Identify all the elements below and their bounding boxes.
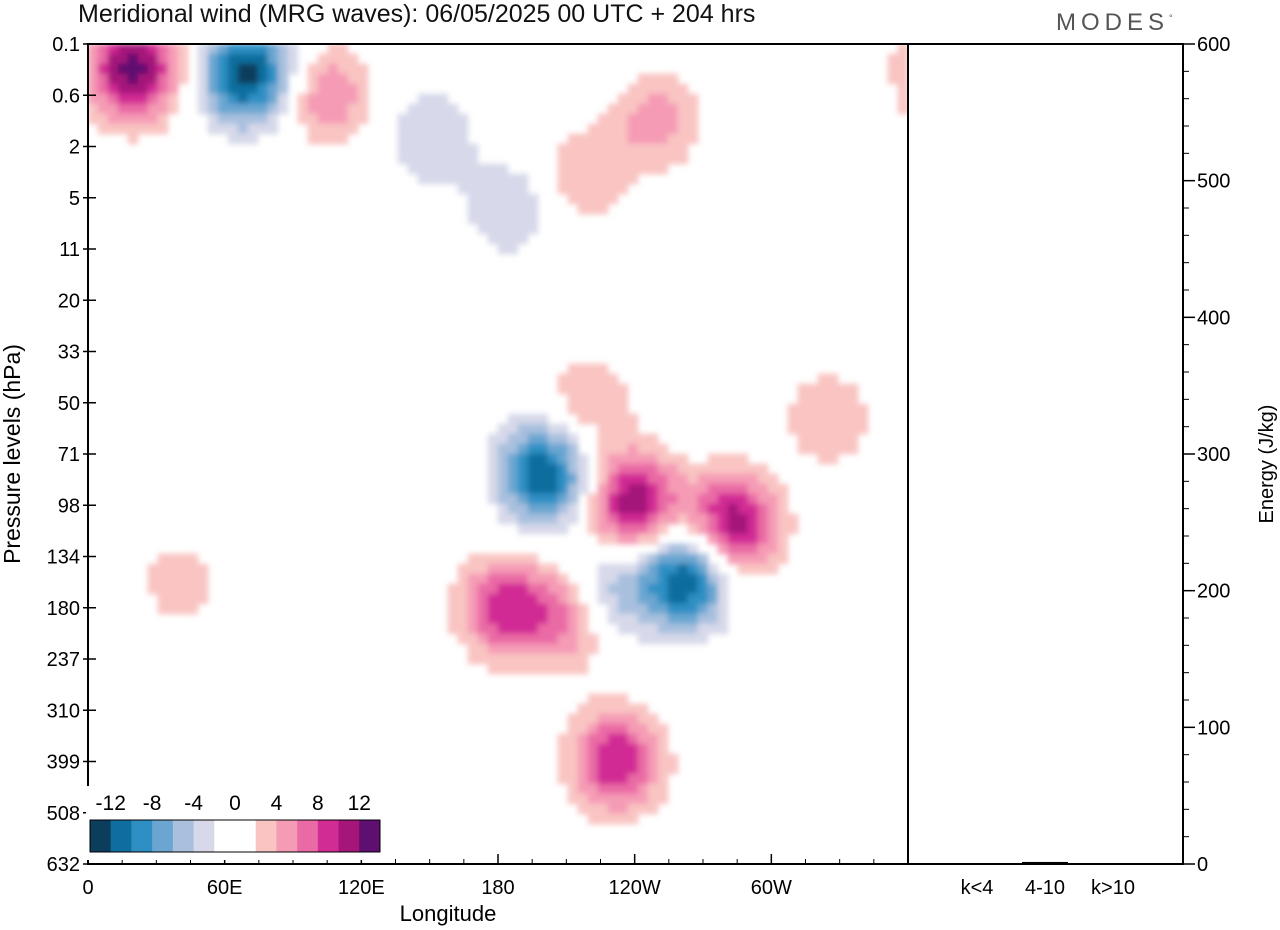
- energy-axis-label: Energy (J/kg): [1256, 405, 1278, 524]
- energy-bar: [1022, 861, 1068, 864]
- colorbar-label: -8: [143, 792, 162, 815]
- brand-name: MODES: [1056, 9, 1170, 36]
- x-tick-label: 120E: [338, 877, 385, 899]
- y-tick-label: 134: [47, 547, 80, 569]
- energy-tick-label: 600: [1197, 34, 1230, 56]
- y-tick-label: 310: [47, 700, 80, 722]
- y-tick-label: 0.6: [52, 85, 80, 107]
- colorbar: -12 -8 -4 0 4 8 12: [86, 786, 384, 860]
- y-tick-label: 399: [47, 752, 80, 774]
- y-tick-label: 5: [69, 188, 80, 210]
- colorbar-swatch: [90, 820, 112, 852]
- heatmap-panel: [88, 44, 908, 825]
- y-tick-label: 237: [47, 649, 80, 671]
- colorbar-label: 4: [271, 792, 283, 815]
- brand-logo: MODES°: [1056, 9, 1173, 37]
- energy-category-label: 4-10: [1025, 877, 1065, 899]
- colorbar-swatch: [131, 820, 153, 852]
- energy-tick-label: 0: [1197, 854, 1208, 876]
- colorbar-swatch: [276, 820, 298, 852]
- energy-tick-label: 100: [1197, 717, 1230, 739]
- colorbar-label: 0: [229, 792, 241, 815]
- colorbar-swatch: [359, 820, 381, 852]
- y-tick-label: 508: [47, 803, 80, 825]
- y-tick-label: 50: [58, 393, 80, 415]
- colorbar-swatch: [110, 820, 132, 852]
- x-tick-label: 180: [481, 877, 514, 899]
- colorbar-swatch: [338, 820, 360, 852]
- y-tick-label: 11: [59, 239, 80, 261]
- energy-tick-label: 300: [1197, 444, 1230, 466]
- energy-bar: [954, 863, 1000, 865]
- y-tick-label: 20: [58, 290, 80, 312]
- colorbar-swatch: [172, 820, 195, 852]
- y-tick-label: 33: [58, 342, 80, 364]
- x-axis-label: Longitude: [400, 901, 497, 926]
- colorbar-swatch: [317, 820, 340, 852]
- energy-bar: [1090, 863, 1136, 865]
- colorbar-label: 12: [348, 792, 371, 815]
- energy-frame: [907, 43, 1184, 865]
- y-tick-label: 180: [47, 598, 80, 620]
- colorbar-swatch: [214, 820, 236, 852]
- y-tick-label: 71: [58, 444, 80, 466]
- colorbar-swatch: [235, 820, 257, 852]
- x-tick-label: 60E: [207, 877, 243, 899]
- axes: 0.1 0.6 2 5 11 20 33 50 71 98 134 180 237 310 399 508 63…: [0, 34, 909, 926]
- x-tick-label: 60W: [751, 877, 792, 899]
- colorbar-swatch: [193, 820, 215, 852]
- colorbar-label: -12: [96, 792, 126, 815]
- x-tick-label: 120W: [609, 877, 661, 899]
- brand-mark: °: [1169, 13, 1173, 23]
- colorbar-label: -4: [184, 792, 203, 815]
- colorbar-label: 8: [312, 792, 324, 815]
- energy-bar-panel: 0 100 200 300 400 500 600 Energy (J/kg) k<4 4-10 k…: [907, 34, 1278, 899]
- energy-tick-label: 400: [1197, 307, 1230, 329]
- energy-category-label: k>10: [1091, 877, 1135, 899]
- colorbar-swatch: [255, 820, 277, 852]
- energy-category-label: k<4: [961, 877, 994, 899]
- chart-title: Meridional wind (MRG waves): 06/05/2025 …: [78, 0, 756, 28]
- energy-tick-label: 200: [1197, 581, 1230, 603]
- x-tick-label: 0: [82, 877, 93, 899]
- colorbar-frame: [89, 819, 381, 853]
- colorbar-swatch: [152, 820, 174, 852]
- colorbar-swatch: [297, 820, 319, 852]
- y-tick-label: 98: [58, 495, 80, 517]
- y-tick-label: 0.1: [52, 34, 80, 56]
- y-axis-label: Pressure levels (hPa): [0, 344, 25, 564]
- y-tick-label: 2: [69, 137, 80, 159]
- y-tick-label: 632: [47, 854, 80, 876]
- energy-tick-label: 500: [1197, 171, 1230, 193]
